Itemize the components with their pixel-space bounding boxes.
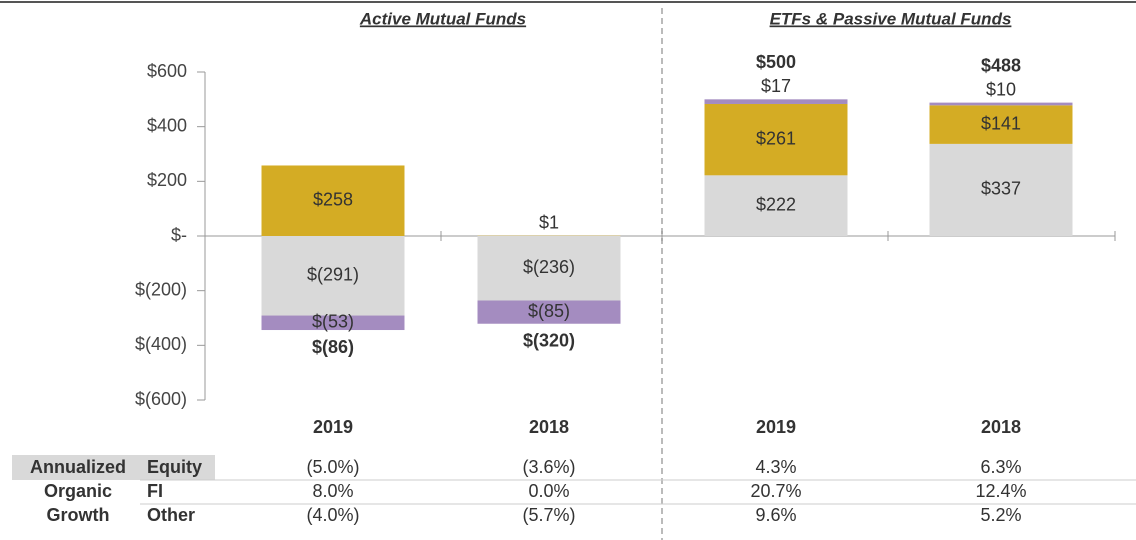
table-cell: 12.4%: [975, 481, 1026, 501]
x-tick-label: 2018: [981, 417, 1021, 437]
y-tick-label: $200: [147, 170, 187, 190]
row-label: FI: [147, 481, 163, 501]
x-tick-label: 2018: [529, 417, 569, 437]
table-cell: 20.7%: [750, 481, 801, 501]
value-label: $17: [761, 76, 791, 96]
bar-segment: [929, 105, 1073, 144]
group-title: ETFs & Passive Mutual Funds: [770, 9, 1012, 28]
bar-segment: [477, 236, 621, 301]
y-tick-label: $600: [147, 61, 187, 81]
y-tick-label: $400: [147, 115, 187, 135]
value-label: $337: [981, 179, 1021, 199]
bar-segment: [704, 103, 848, 176]
value-label: $(85): [528, 301, 570, 321]
bar-segment: [261, 315, 405, 331]
table-cell: (5.0%): [306, 457, 359, 477]
row-header: Organic: [44, 481, 112, 501]
total-label: $488: [981, 55, 1021, 75]
y-tick-label: $(600): [135, 389, 187, 409]
table-cell: (4.0%): [306, 505, 359, 525]
bar-segment: [929, 143, 1073, 236]
row-header: Growth: [47, 505, 110, 525]
y-tick-label: $(200): [135, 279, 187, 299]
value-label: $(53): [312, 312, 354, 332]
total-label: $(320): [523, 330, 575, 350]
table-cell: 0.0%: [528, 481, 569, 501]
table-cell: 4.3%: [755, 457, 796, 477]
table-cell: 5.2%: [980, 505, 1021, 525]
row-label: Other: [147, 505, 195, 525]
bar-segment: [477, 300, 621, 324]
x-tick-label: 2019: [313, 417, 353, 437]
value-label: $(236): [523, 257, 575, 277]
group-title: Active Mutual Funds: [359, 9, 526, 28]
bar-segment: [704, 175, 848, 236]
table-cell: (5.7%): [522, 505, 575, 525]
value-label: $258: [313, 189, 353, 209]
row-label: Equity: [147, 457, 202, 477]
table-cell: (3.6%): [522, 457, 575, 477]
bar-segment: [929, 102, 1073, 106]
row-header: Annualized: [30, 457, 126, 477]
y-tick-label: $(400): [135, 334, 187, 354]
table-cell: 6.3%: [980, 457, 1021, 477]
total-label: $500: [756, 52, 796, 72]
value-label: $(291): [307, 265, 359, 285]
total-label: $(86): [312, 337, 354, 357]
table-cell: 8.0%: [312, 481, 353, 501]
table-cell: 9.6%: [755, 505, 796, 525]
value-label: $222: [756, 194, 796, 214]
bar-segment: [261, 165, 405, 236]
y-tick-label: $-: [171, 225, 187, 245]
value-label: $141: [981, 113, 1021, 133]
value-label: $10: [986, 79, 1016, 99]
bar-segment: [261, 236, 405, 316]
value-label: $261: [756, 128, 796, 148]
bar-segment: [704, 99, 848, 104]
table-header-band: [12, 455, 215, 480]
value-label: $1: [539, 212, 559, 232]
x-tick-label: 2019: [756, 417, 796, 437]
